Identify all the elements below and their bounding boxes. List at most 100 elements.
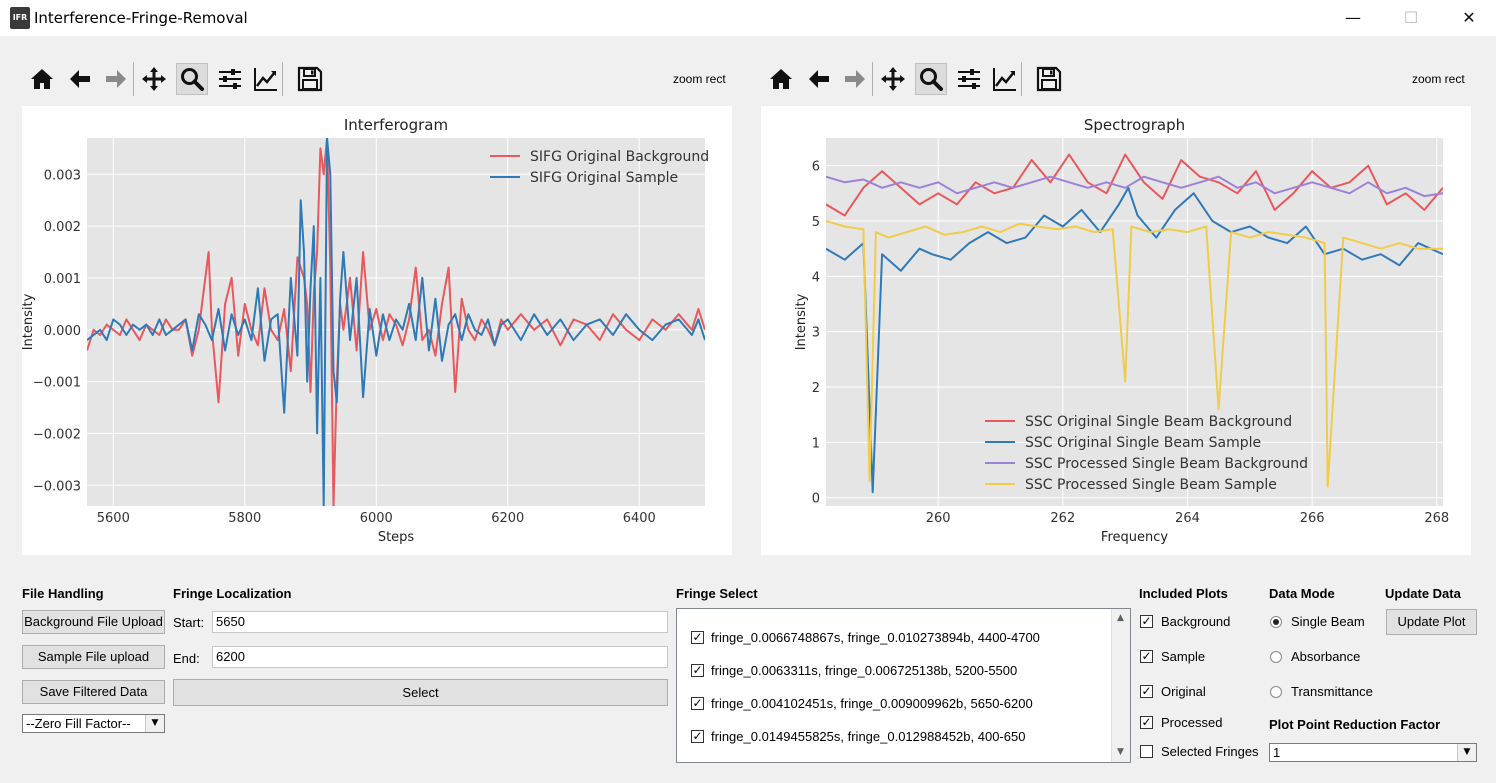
left-home-button[interactable] — [26, 63, 58, 95]
series-line-2 — [826, 186, 1443, 494]
legend-entry: SSC Processed Single Beam Background — [1025, 456, 1308, 472]
fringe-select-title: Fringe Select — [676, 586, 758, 601]
fringe-select-list[interactable]: ✓ fringe_0.0066748867s, fringe_0.01027389… — [676, 608, 1131, 763]
left-forward-arrow-button[interactable] — [100, 63, 132, 95]
fringe-checkbox[interactable]: ✓ — [691, 630, 704, 644]
save-filtered-button[interactable]: Save Filtered Data — [22, 680, 165, 704]
y-tick-label: 3 — [812, 326, 820, 341]
start-input[interactable]: 5650 — [212, 611, 668, 633]
interferogram-panel: 5600 5800 6000 6200 6400 0.003 0.002 0.001 0.000… — [21, 106, 732, 555]
fringe-label: fringe_0.0063311s, fringe_0.006725138b, … — [711, 663, 1018, 678]
home-icon — [29, 66, 55, 92]
x-tick-label: 6000 — [360, 511, 393, 526]
chart-title: Interferogram — [344, 116, 448, 134]
y-tick-label: 0 — [812, 492, 820, 507]
right-subplots-button[interactable] — [953, 63, 985, 95]
y-tick-label: 0.001 — [44, 272, 81, 287]
legend-entry: SSC Original Single Beam Sample — [1025, 435, 1261, 451]
background-upload-button[interactable]: Background File Upload — [22, 610, 165, 634]
included-plots-title: Included Plots — [1139, 586, 1228, 601]
zero-fill-select[interactable]: --Zero Fill Factor-- ▼ — [22, 714, 165, 733]
left-subplots-button[interactable] — [214, 63, 246, 95]
edit-curves-icon — [992, 66, 1018, 92]
fringe-list-scrollbar[interactable]: ▲ ▼ — [1111, 609, 1130, 762]
spectrograph-chart[interactable]: 260 262 264 266 268 0 1 2 3 4 5 6 Spectrograph Freque… — [761, 106, 1471, 555]
right-save-button[interactable] — [1033, 63, 1065, 95]
close-button[interactable]: ✕ — [1462, 8, 1476, 27]
right-zoom-button[interactable] — [915, 63, 947, 95]
x-tick-label: 5800 — [228, 511, 261, 526]
reduction-factor-title: Plot Point Reduction Factor — [1269, 717, 1441, 732]
left-back-arrow-button[interactable] — [64, 63, 96, 95]
mode-single-beam-radio[interactable] — [1270, 616, 1282, 628]
left-zoom-button[interactable] — [176, 63, 208, 95]
start-label: Start: — [173, 615, 205, 630]
x-axis-label: Steps — [378, 530, 415, 545]
subplots-icon — [956, 66, 982, 92]
include-sample-checkbox[interactable]: ✓ — [1140, 649, 1153, 663]
left-edit-curves-button[interactable] — [250, 63, 282, 95]
y-tick-label: 0.000 — [44, 324, 81, 339]
series-line-2 — [87, 138, 705, 506]
sample-upload-button[interactable]: Sample File upload — [22, 645, 165, 669]
edit-curves-icon — [253, 66, 279, 92]
x-tick-label: 6400 — [623, 511, 656, 526]
left-save-button[interactable] — [294, 63, 326, 95]
x-tick-label: 260 — [926, 511, 951, 526]
minimize-button[interactable]: — — [1345, 8, 1361, 27]
maximize-button[interactable]: ☐ — [1403, 8, 1419, 27]
y-tick-label: −0.003 — [33, 479, 81, 494]
legend-entry: SIFG Original Background — [530, 149, 709, 165]
left-pan-button[interactable] — [138, 63, 170, 95]
subplots-icon — [217, 66, 243, 92]
window-title: Interference-Fringe-Removal — [34, 9, 248, 27]
mode-absorbance-radio[interactable] — [1270, 651, 1282, 663]
right-pan-button[interactable] — [877, 63, 909, 95]
include-original-checkbox[interactable]: ✓ — [1140, 684, 1153, 698]
x-tick-label: 266 — [1300, 511, 1325, 526]
scroll-up-icon[interactable]: ▲ — [1117, 613, 1124, 623]
select-button[interactable]: Select — [173, 679, 668, 706]
back-arrow-icon — [67, 66, 93, 92]
save-icon — [297, 66, 323, 92]
fringe-checkbox[interactable]: ✓ — [691, 663, 704, 677]
chart-title: Spectrograph — [1084, 116, 1185, 134]
right-forward-arrow-button[interactable] — [839, 63, 871, 95]
update-plot-button[interactable]: Update Plot — [1386, 609, 1477, 635]
title-bar — [0, 0, 1496, 36]
right-toolbar-separator — [1021, 62, 1022, 96]
x-tick-label: 264 — [1175, 511, 1200, 526]
fringe-checkbox[interactable]: ✓ — [691, 729, 704, 743]
chevron-down-icon: ▼ — [1457, 744, 1476, 761]
scroll-down-icon[interactable]: ▼ — [1117, 747, 1124, 757]
legend-entry: SIFG Original Sample — [530, 170, 678, 186]
left-toolbar-separator — [282, 62, 283, 96]
reduction-factor-select[interactable]: 1 ▼ — [1269, 743, 1477, 762]
x-tick-label: 6200 — [491, 511, 524, 526]
series-group — [826, 153, 1443, 494]
right-home-button[interactable] — [765, 63, 797, 95]
home-icon — [768, 66, 794, 92]
right-back-arrow-button[interactable] — [803, 63, 835, 95]
include-selected-fringes-checkbox[interactable] — [1140, 745, 1153, 758]
pan-icon — [880, 66, 906, 92]
end-input[interactable]: 6200 — [212, 646, 668, 668]
x-tick-label: 262 — [1050, 511, 1075, 526]
mode-transmittance-radio[interactable] — [1270, 686, 1282, 698]
include-background-checkbox[interactable]: ✓ — [1140, 614, 1153, 628]
pan-icon — [141, 66, 167, 92]
include-plot-label: Sample — [1161, 649, 1206, 664]
right-toolbar-mode: zoom rect — [1412, 72, 1465, 86]
left-toolbar-mode: zoom rect — [673, 72, 726, 86]
data-mode-label: Absorbance — [1291, 649, 1361, 664]
right-toolbar-separator — [872, 62, 873, 96]
y-tick-label: −0.001 — [33, 376, 81, 391]
interferogram-chart[interactable]: 5600 5800 6000 6200 6400 0.003 0.002 0.001 0.000… — [21, 106, 732, 555]
include-processed-checkbox[interactable]: ✓ — [1140, 715, 1153, 729]
end-label: End: — [173, 651, 200, 666]
include-plot-label: Background — [1161, 614, 1231, 629]
right-edit-curves-button[interactable] — [989, 63, 1021, 95]
fringe-label: fringe_0.004102451s, fringe_0.009009962b… — [711, 696, 1033, 711]
zoom-icon — [179, 66, 205, 92]
fringe-checkbox[interactable]: ✓ — [691, 696, 704, 710]
